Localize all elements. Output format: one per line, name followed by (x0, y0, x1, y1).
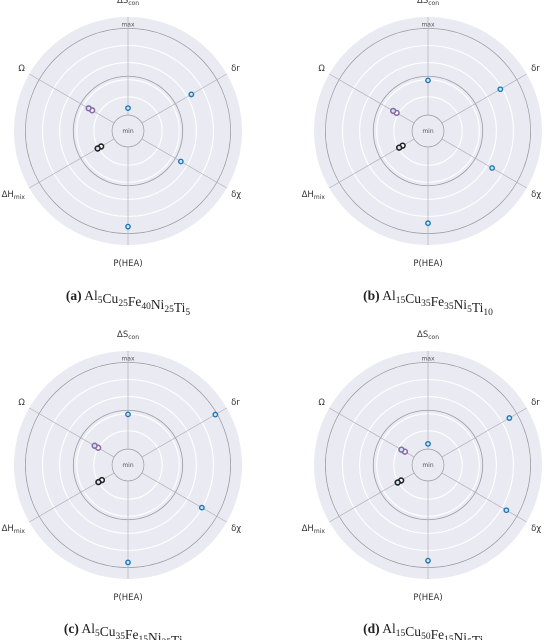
axis-spoke (441, 472, 527, 523)
ring-label-max: max (421, 21, 435, 28)
data-point-axis (503, 507, 510, 514)
axis-label-h-mix: ΔHmix (2, 524, 26, 535)
axis-label-axis: δχ (531, 190, 541, 200)
data-point-s-con (125, 105, 131, 112)
ring-label-min: min (422, 462, 434, 469)
ring-label-max: max (421, 355, 435, 362)
data-point-r (497, 86, 504, 93)
radar-panel-2: max min ΔScon δr δχ P(HEA) ΔHmix Ω (b) Al15Cu35F… (302, 0, 542, 318)
data-point-h-mix (395, 144, 403, 151)
ring-label-min: min (422, 128, 434, 135)
data-point-r (506, 415, 513, 421)
axis-label-axis: δχ (531, 524, 541, 534)
panel-background (314, 351, 542, 579)
panel-background (14, 17, 242, 245)
axis-spoke (29, 73, 115, 124)
caption: (c) Al5Cu35Fe15Ni35Ti10 (64, 621, 192, 640)
axis-label-h-mix: ΔHmix (302, 190, 326, 201)
axis-label-h-mix: ΔHmix (302, 524, 326, 535)
data-point-axis (389, 107, 397, 115)
data-point-p-hea (425, 557, 431, 564)
axis-spoke (141, 138, 227, 189)
data-point-s-con (425, 440, 431, 447)
data-point-r (212, 411, 219, 418)
axis-label-p-hea: P(HEA) (113, 593, 142, 603)
ring-label-max: max (121, 355, 135, 362)
ring-label-max: max (121, 21, 135, 28)
axis-label-r: δr (231, 398, 240, 408)
axis-label-p-hea: P(HEA) (413, 259, 442, 269)
axis-label-s-con: ΔScon (117, 330, 139, 341)
axis-label-h-mix: ΔHmix (2, 190, 26, 201)
data-point-h-mix (95, 478, 102, 486)
axis-label-axis: Ω (318, 64, 325, 74)
data-point-s-con (425, 77, 431, 84)
radar-panel-3: max min ΔScon δr δχ P(HEA) ΔHmix Ω (c) Al5Cu35Fe… (2, 330, 242, 640)
axis-label-axis: δχ (231, 190, 241, 200)
axis-label-axis: Ω (318, 398, 325, 408)
data-point-h-mix (394, 479, 401, 486)
data-point-r (188, 91, 195, 98)
axis-label-axis: Ω (18, 64, 25, 74)
axis-label-axis: δχ (231, 524, 241, 534)
data-point-p-hea (125, 559, 131, 566)
axis-spoke (441, 407, 527, 458)
radar-panel-4: max min ΔScon δr δχ P(HEA) ΔHmix Ω (d) Al15Cu50F… (302, 330, 542, 640)
ring-label-min: min (122, 462, 134, 469)
axis-spoke (141, 407, 227, 458)
data-point-axis (398, 446, 405, 453)
axis-label-p-hea: P(HEA) (413, 593, 442, 603)
data-point-p-hea (125, 223, 131, 230)
axis-label-p-hea: P(HEA) (113, 259, 142, 269)
axis-spoke (441, 73, 527, 124)
axis-label-s-con: ΔScon (417, 330, 439, 341)
caption: (a) Al5Cu25Fe40Ni25Ti5 (66, 288, 190, 318)
axis-label-s-con: ΔScon (117, 0, 139, 7)
data-point-s-con (125, 411, 131, 418)
data-point-h-mix (94, 145, 101, 152)
axis-label-s-con: ΔScon (417, 0, 439, 7)
data-point-axis (177, 158, 184, 165)
axis-spoke (441, 138, 527, 189)
axis-spoke (141, 472, 227, 523)
data-point-axis (198, 504, 205, 511)
data-point-axis (85, 105, 92, 112)
axis-spoke (141, 73, 227, 124)
axis-label-r: δr (531, 398, 540, 408)
caption: (b) Al15Cu35Fe35Ni5Ti10 (363, 288, 493, 318)
data-point-axis (489, 165, 495, 171)
axis-label-r: δr (531, 64, 540, 74)
caption: (d) Al15Cu50Fe15Ni5Ti15 (363, 621, 493, 640)
panel-background (314, 17, 542, 245)
axis-spoke (329, 73, 415, 124)
ring-label-min: min (122, 128, 134, 135)
data-point-p-hea (425, 220, 431, 227)
panel-background (14, 351, 242, 579)
radar-panel-1: max min ΔScon δr δχ P(HEA) ΔHmix Ω (a) Al5Cu25Fe… (2, 0, 242, 318)
axis-label-r: δr (231, 64, 240, 74)
axis-label-axis: Ω (18, 398, 25, 408)
data-point-axis (91, 442, 98, 449)
